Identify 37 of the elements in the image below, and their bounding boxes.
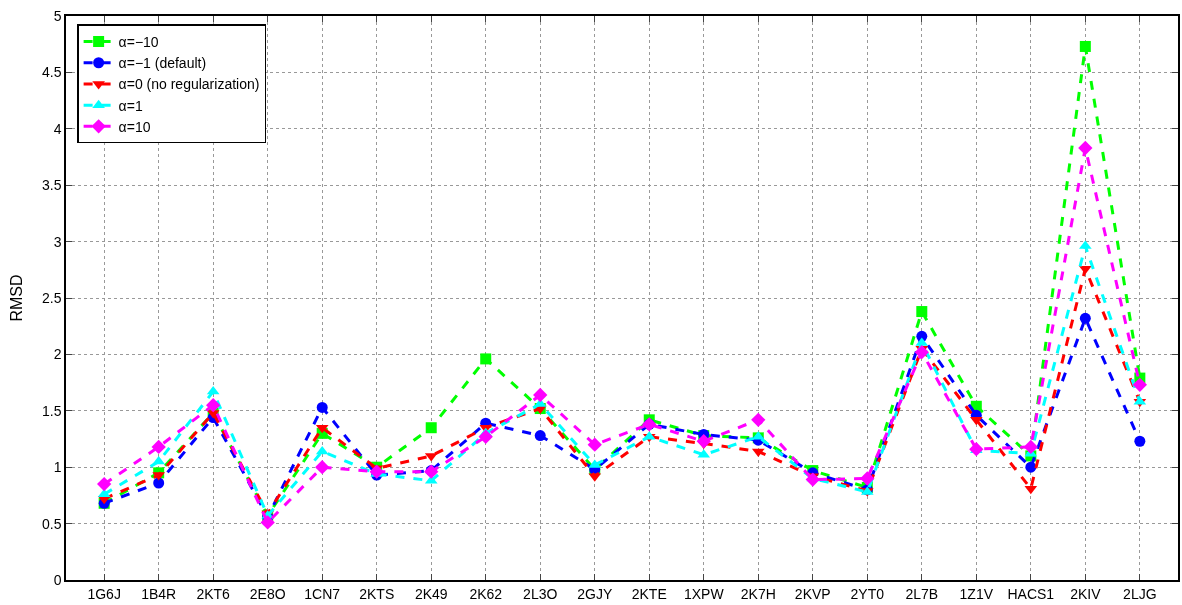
x-tick-label: HACS1 <box>1007 585 1055 602</box>
x-tick-label: 1G6J <box>87 585 121 602</box>
y-tick-label: 5 <box>53 7 62 24</box>
x-tick-label: 2L7B <box>905 585 939 602</box>
legend-label: α=1 <box>118 97 143 114</box>
y-tick-label: 2.5 <box>41 289 62 306</box>
x-tick-label: 1XPW <box>683 585 725 602</box>
y-tick-label: 0 <box>53 571 62 588</box>
x-tick-label: 2GJY <box>577 585 613 602</box>
x-tick-label: 2E8O <box>249 585 286 602</box>
x-tick-label: 1B4R <box>141 585 177 602</box>
legend-label: α=0 (no regularization) <box>118 76 260 93</box>
y-tick-label: 4.5 <box>41 64 62 81</box>
x-tick-label: 1CN7 <box>304 585 341 602</box>
x-tick-label: 2L3O <box>523 585 558 602</box>
x-tick-label: 2KTS <box>359 585 395 602</box>
x-tick-label: 2KIV <box>1070 585 1102 602</box>
x-tick-label: 1Z1V <box>959 585 994 602</box>
x-tick-label: 2LJG <box>1123 585 1157 602</box>
y-tick-label: 2 <box>53 346 62 363</box>
x-tick-label: 2YT0 <box>850 585 885 602</box>
legend-label: α=−1 (default) <box>118 55 207 72</box>
y-axis-title: RMSD <box>8 274 26 322</box>
x-tick-label: 2K62 <box>469 585 503 602</box>
x-tick-label: 2K7H <box>740 585 776 602</box>
y-tick-label: 3.5 <box>41 177 62 194</box>
x-tick-label: 2KTE <box>631 585 667 602</box>
legend-label: α=10 <box>118 118 151 135</box>
legend-label: α=−10 <box>118 34 159 51</box>
x-tick-label: 2KVP <box>794 585 831 602</box>
y-tick-label: 3 <box>53 233 62 250</box>
y-tick-label: 4 <box>53 120 62 137</box>
y-tick-label: 0.5 <box>41 515 62 532</box>
y-tick-label: 1 <box>53 459 62 476</box>
x-tick-label: 2KT6 <box>196 585 231 602</box>
y-tick-label: 1.5 <box>41 402 62 419</box>
x-tick-label: 2K49 <box>414 585 448 602</box>
